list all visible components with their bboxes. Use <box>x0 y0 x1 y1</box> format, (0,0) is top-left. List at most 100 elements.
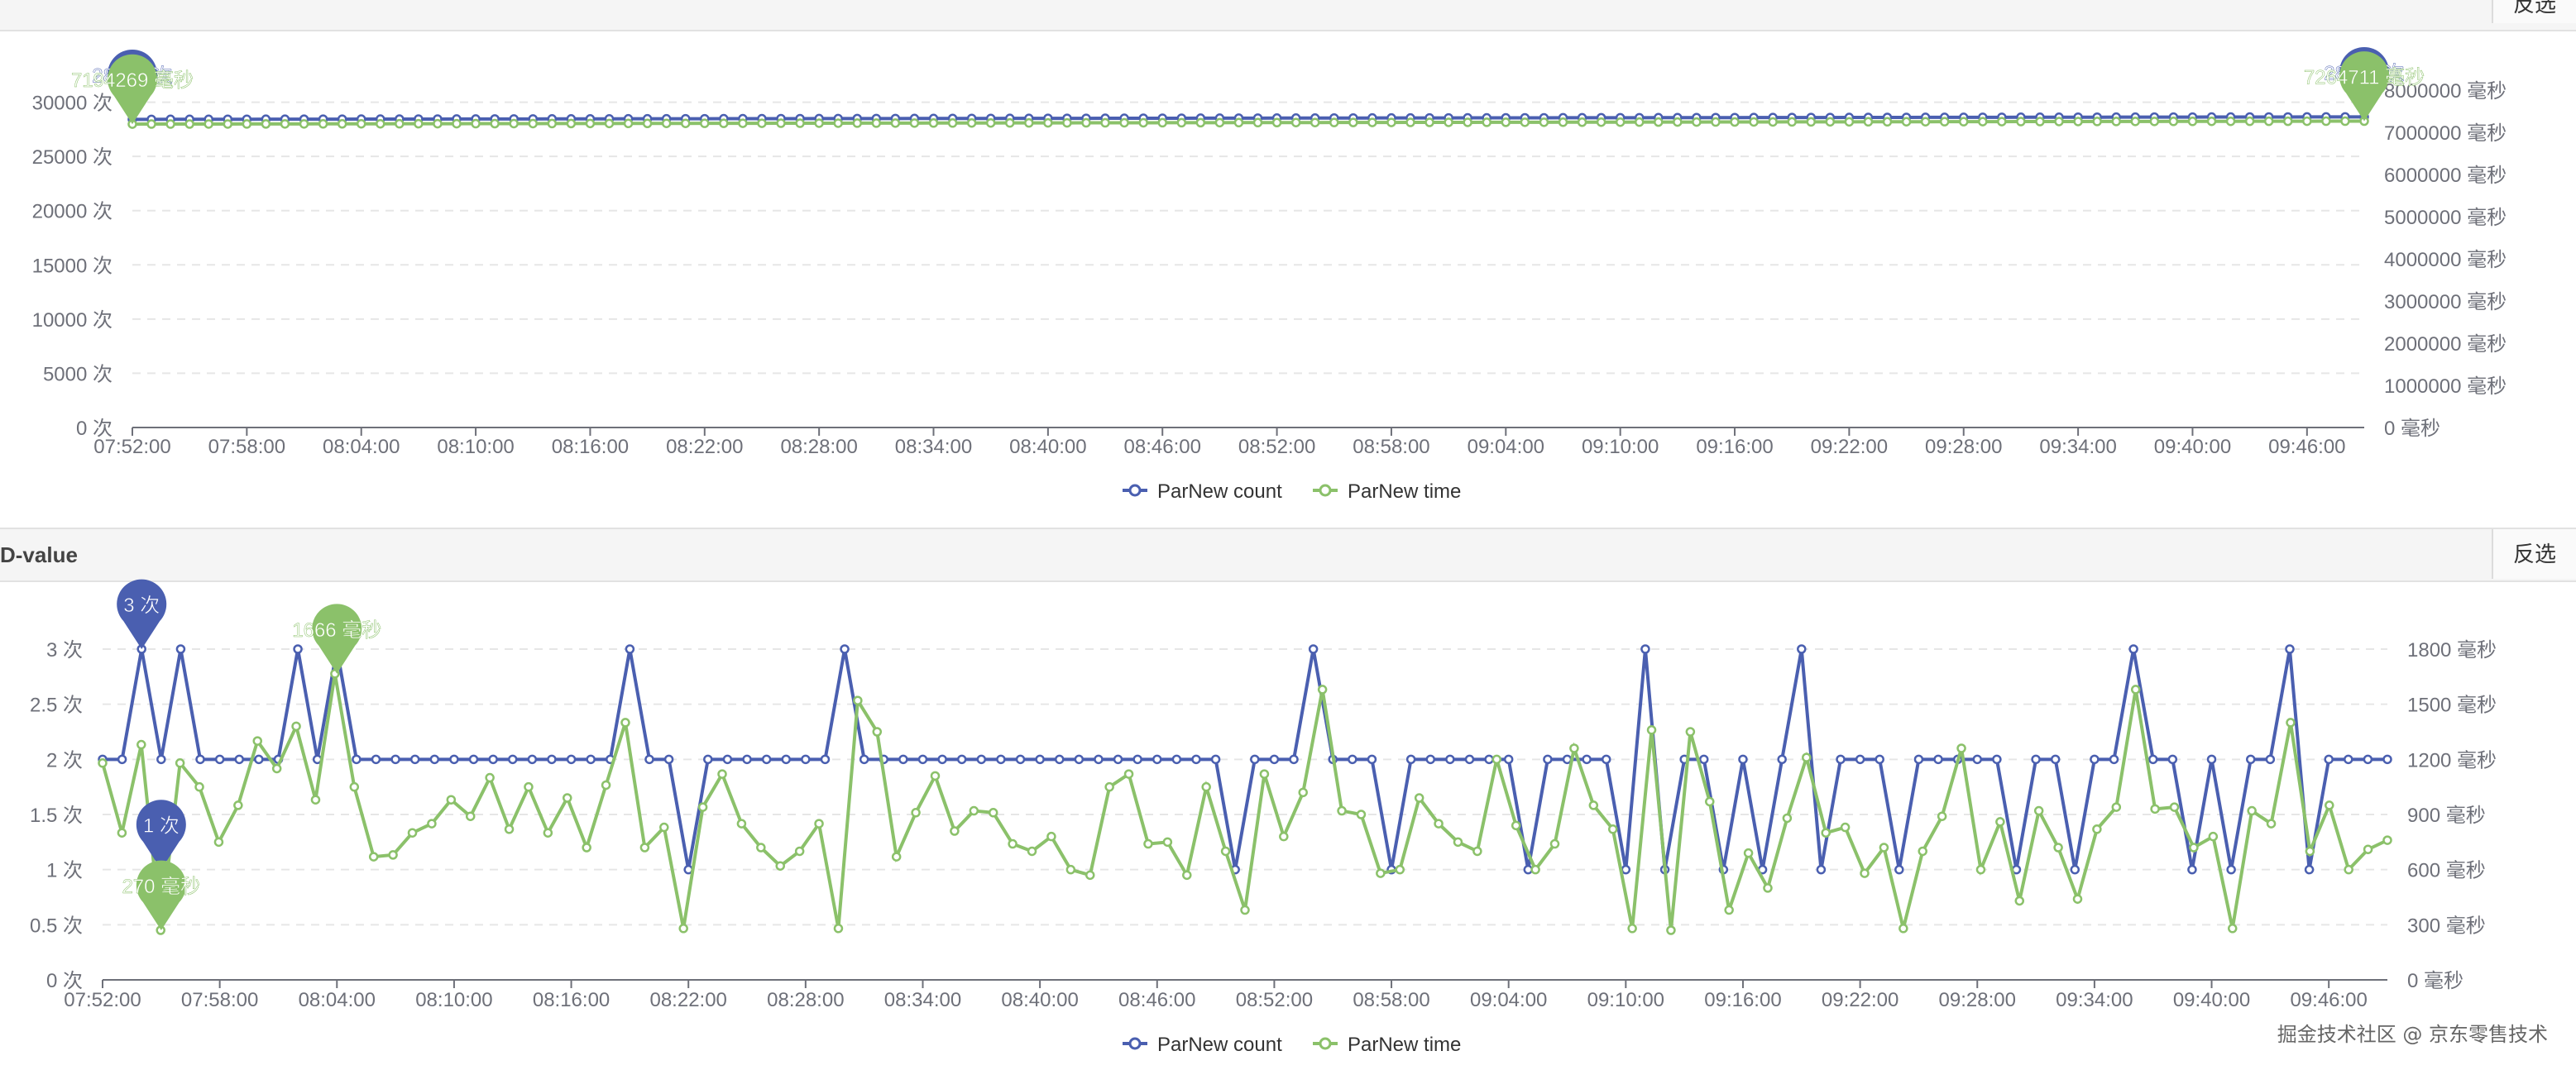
data-point <box>2073 117 2083 127</box>
data-point <box>2266 819 2277 829</box>
data-point <box>2072 894 2083 904</box>
data-point <box>1607 824 1618 834</box>
data-point <box>184 119 194 129</box>
data-point <box>2208 831 2219 842</box>
data-point <box>988 808 998 818</box>
data-point <box>1094 754 1104 765</box>
data-point <box>2265 754 2276 765</box>
marker-pin <box>108 54 158 125</box>
data-point <box>2227 924 2238 934</box>
x-tick-label: 08:40:00 <box>1001 989 1078 1011</box>
data-point <box>98 758 108 768</box>
x-tick-label: 08:04:00 <box>323 436 400 458</box>
y-right-tick-label: 1200 毫秒 <box>2407 749 2497 771</box>
data-point <box>757 118 767 128</box>
data-point <box>2304 864 2315 875</box>
data-point <box>254 754 264 765</box>
data-point <box>1065 864 1076 875</box>
data-point <box>663 754 674 765</box>
y-left-tick-label: 0 次 <box>46 970 83 992</box>
data-point <box>1816 864 1827 875</box>
data-point <box>2167 754 2178 765</box>
data-point <box>407 828 418 838</box>
data-point <box>371 754 381 765</box>
x-tick-label: 08:22:00 <box>649 989 726 1011</box>
data-point <box>722 754 733 765</box>
data-point <box>1692 117 1702 127</box>
data-point <box>1549 838 1560 849</box>
data-point <box>601 780 611 791</box>
data-point <box>1233 117 1244 128</box>
data-point <box>2382 835 2392 845</box>
data-point <box>1995 817 2005 827</box>
data-point <box>1329 117 1339 127</box>
data-point <box>1621 864 1631 875</box>
data-point <box>1143 838 1153 849</box>
data-point <box>2247 805 2257 816</box>
data-point <box>1308 644 1319 654</box>
data-point <box>1724 905 1734 915</box>
data-point <box>1424 117 1434 127</box>
data-point <box>1836 754 1846 765</box>
data-point <box>2092 824 2102 834</box>
data-point <box>678 924 688 934</box>
data-point <box>1879 843 1889 853</box>
x-tick-label: 08:46:00 <box>1124 436 1201 458</box>
y-right-tick-label: 0 毫秒 <box>2407 970 2463 992</box>
data-point <box>2382 754 2392 765</box>
bottom-invert-button[interactable]: 反选 <box>2492 529 2576 579</box>
data-point <box>465 811 476 821</box>
y-left-tick-label: 15000 次 <box>32 255 113 277</box>
data-point <box>644 754 654 765</box>
data-point <box>117 828 127 838</box>
watermark-text: 掘金技术社区 @ 京东零售技术 <box>2277 1023 2548 1046</box>
data-point <box>1975 864 1986 875</box>
data-point <box>1015 754 1026 765</box>
data-point <box>1484 754 1494 765</box>
x-tick-label: 09:22:00 <box>1811 436 1888 458</box>
data-point <box>1027 846 1037 857</box>
data-point <box>175 644 186 654</box>
data-point <box>1705 796 1715 807</box>
data-point <box>1043 117 1053 128</box>
data-point <box>582 843 591 853</box>
marker-label: 1 次 <box>143 815 180 838</box>
data-point <box>337 119 347 129</box>
top-invert-button[interactable]: 反选 <box>2492 0 2576 23</box>
x-tick-label: 09:28:00 <box>1925 436 2002 458</box>
data-point <box>280 119 290 129</box>
data-point <box>1157 117 1167 128</box>
data-point <box>1445 754 1455 765</box>
data-point <box>625 644 635 654</box>
data-point <box>291 721 301 732</box>
data-point <box>485 772 495 783</box>
data-point <box>1972 754 1983 765</box>
data-point <box>1577 117 1587 127</box>
x-tick-label: 09:16:00 <box>1704 989 1781 1011</box>
data-point <box>1882 117 1893 127</box>
data-point <box>2324 754 2334 765</box>
data-point <box>795 118 805 128</box>
x-tick-label: 09:04:00 <box>1468 436 1544 458</box>
data-point <box>1501 117 1511 127</box>
y-left-tick-label: 25000 次 <box>32 146 113 169</box>
data-point <box>2305 846 2315 857</box>
data-point <box>1210 754 1221 765</box>
data-point <box>2033 805 2044 816</box>
data-point <box>1113 754 1123 765</box>
data-point <box>318 119 328 129</box>
data-point <box>452 118 462 129</box>
data-point <box>2246 754 2256 765</box>
marker-pin <box>136 860 186 930</box>
data-point <box>1214 117 1225 128</box>
data-point <box>1367 117 1377 127</box>
y-right-tick-label: 600 毫秒 <box>2407 860 2486 882</box>
marker-pin <box>312 604 362 674</box>
data-point <box>1074 754 1085 765</box>
data-point <box>1271 117 1282 127</box>
y-left-tick-label: 1.5 次 <box>30 805 83 827</box>
data-point <box>261 119 271 129</box>
data-point <box>349 781 360 792</box>
data-point <box>1259 769 1270 779</box>
data-point <box>756 843 766 853</box>
